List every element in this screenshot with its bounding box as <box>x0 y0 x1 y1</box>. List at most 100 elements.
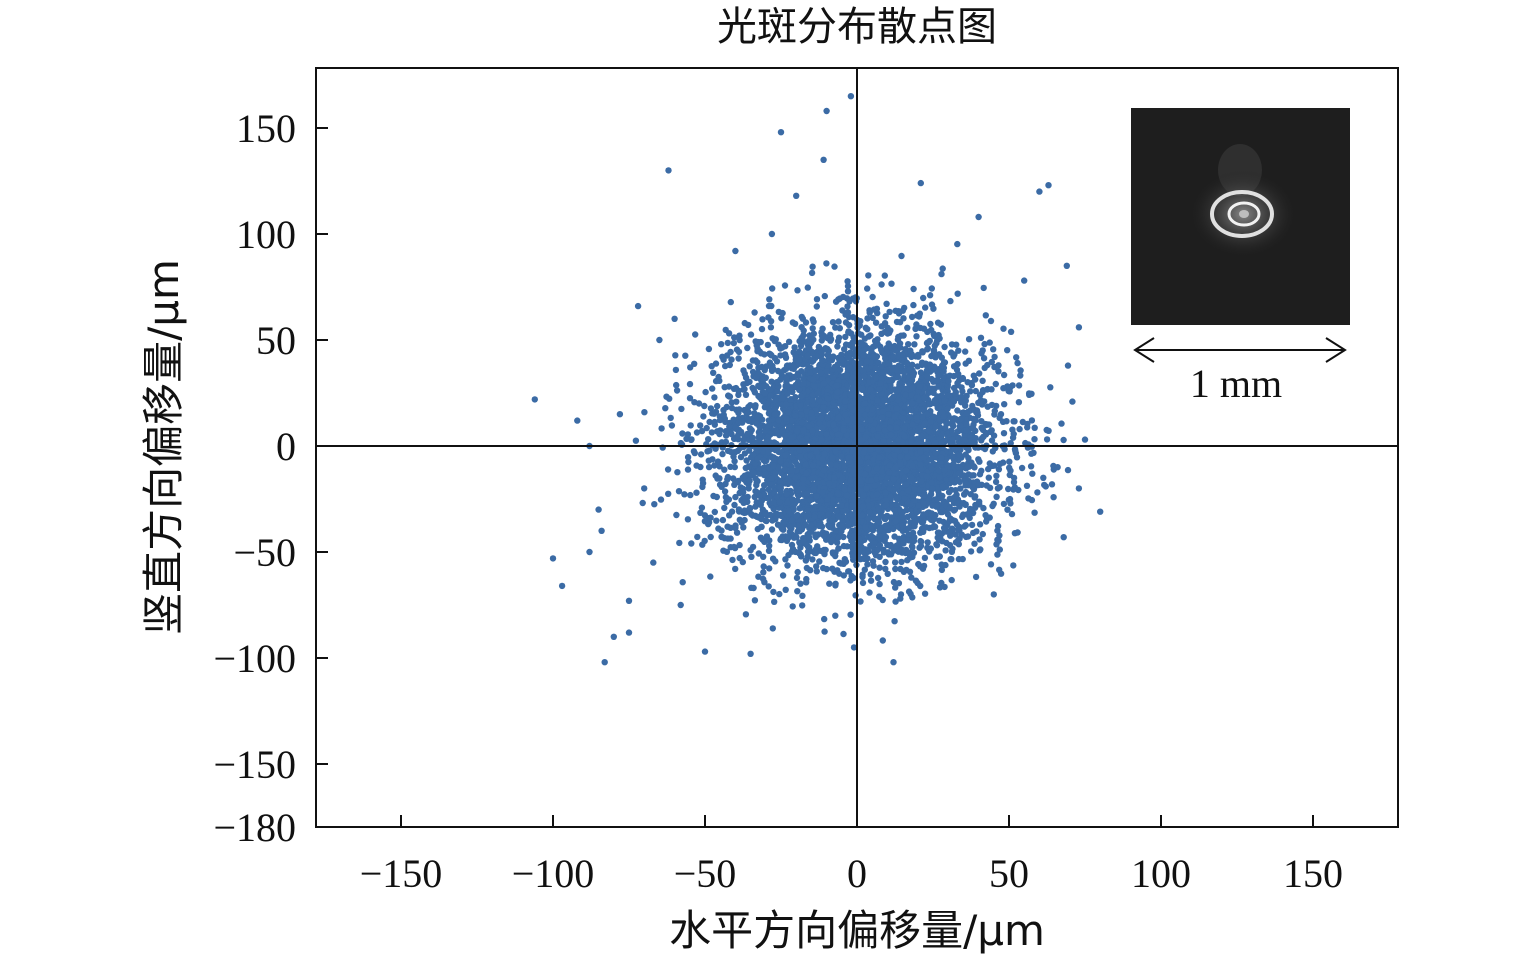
scatter-point <box>765 583 772 590</box>
scatter-point <box>1031 509 1038 516</box>
scatter-point <box>844 278 851 285</box>
scatter-point <box>1001 446 1008 453</box>
scatter-point <box>891 618 898 625</box>
scatter-point <box>967 388 974 395</box>
scatter-point <box>809 325 816 332</box>
scatter-point <box>968 521 976 529</box>
scatter-point <box>961 491 968 498</box>
scatter-point <box>788 417 795 424</box>
scatter-point <box>1010 479 1018 486</box>
scatter-point <box>1009 426 1016 433</box>
scatter-point <box>844 282 852 290</box>
scatter-point <box>915 486 923 493</box>
scatter-point <box>1050 494 1057 501</box>
scatter-point <box>914 427 922 434</box>
scatter-point <box>887 543 895 550</box>
scatter-point <box>766 565 773 572</box>
scatter-point <box>729 556 736 564</box>
scatter-point <box>908 313 916 321</box>
scatter-point <box>934 529 942 536</box>
scatter-point <box>706 418 713 426</box>
scatter-point <box>751 597 759 604</box>
scatter-point <box>861 346 868 353</box>
scatter-point <box>826 580 833 587</box>
scatter-point <box>736 554 743 562</box>
scatter-point <box>752 402 759 409</box>
scatter-points <box>531 93 1104 666</box>
scatter-point <box>835 318 842 325</box>
scatter-point <box>731 435 738 442</box>
scatter-point <box>748 553 755 560</box>
scatter-point <box>798 324 805 331</box>
scatter-point <box>928 326 935 334</box>
scatter-point <box>813 296 821 303</box>
scatter-point <box>765 421 773 429</box>
scatter-point <box>1047 384 1054 391</box>
scatter-point <box>874 574 882 582</box>
scatter-point <box>947 556 954 563</box>
scatter-point <box>976 521 984 528</box>
scatter-point <box>926 337 933 345</box>
scatter-point <box>740 499 747 506</box>
scatter-point <box>641 409 648 416</box>
scatter-point <box>975 481 982 489</box>
scatter-point <box>866 589 873 596</box>
scatter-point <box>898 558 905 566</box>
scatter-point <box>838 351 845 358</box>
scatter-point <box>878 363 885 370</box>
scatter-point <box>721 466 728 473</box>
scatter-point <box>775 341 782 348</box>
scatter-point <box>883 474 891 481</box>
scatter-point <box>962 348 969 355</box>
scatter-point <box>986 339 993 346</box>
scatter-point <box>910 285 917 293</box>
scatter-point <box>884 324 891 331</box>
scatter-point <box>1007 440 1014 447</box>
scatter-point <box>835 495 842 503</box>
scatter-point <box>744 430 751 438</box>
scatter-point <box>662 405 669 412</box>
scatter-point <box>731 334 738 341</box>
scatter-point <box>694 533 701 541</box>
scatter-point <box>818 430 825 438</box>
scatter-point <box>1005 485 1012 493</box>
scatter-point <box>832 580 839 587</box>
scatter-point <box>702 388 709 396</box>
scatter-point <box>865 333 872 340</box>
scatter-point <box>795 523 802 530</box>
scatter-point <box>1007 328 1015 335</box>
scatter-point <box>730 453 737 460</box>
scatter-point <box>1029 470 1036 477</box>
scatter-point <box>982 312 989 319</box>
scatter-point <box>714 402 721 410</box>
scatter-point <box>1028 417 1036 424</box>
scatter-point <box>996 566 1003 573</box>
scatter-point <box>740 524 747 531</box>
scatter-point <box>727 524 734 531</box>
scatter-point <box>1027 463 1035 470</box>
scatter-point <box>884 570 891 577</box>
scatter-point <box>994 551 1001 558</box>
scatter-point <box>766 542 773 549</box>
scatter-point <box>657 496 665 503</box>
scatter-point <box>891 533 898 540</box>
scatter-point <box>872 319 880 326</box>
scatter-point <box>697 463 704 471</box>
scatter-point <box>898 252 905 260</box>
scatter-point <box>760 569 767 576</box>
scatter-point <box>973 528 980 535</box>
scatter-point <box>836 559 843 566</box>
scatter-point <box>764 341 772 349</box>
scatter-point <box>1034 489 1041 496</box>
scatter-point <box>1001 401 1008 408</box>
scatter-point <box>923 446 930 454</box>
scatter-point <box>1010 562 1017 569</box>
scatter-point <box>970 425 977 432</box>
scatter-point <box>980 355 988 362</box>
scatter-point <box>928 385 936 392</box>
scatter-point <box>730 339 737 347</box>
scatter-point <box>857 318 864 325</box>
scatter-point <box>726 361 733 369</box>
scatter-point <box>736 489 743 497</box>
scatter-point <box>741 494 748 502</box>
